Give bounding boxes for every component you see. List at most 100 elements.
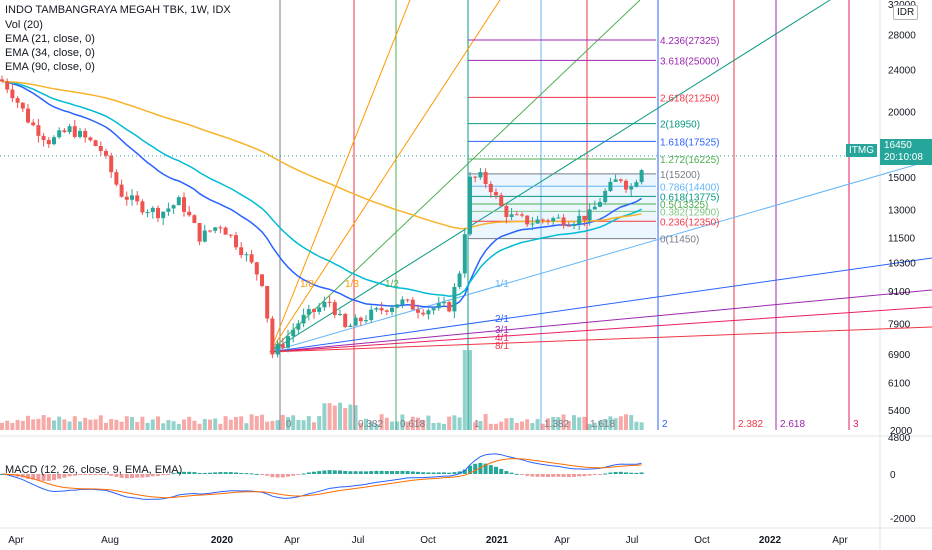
volume-bar bbox=[192, 420, 197, 430]
candle-body bbox=[556, 217, 561, 219]
candle-body bbox=[546, 220, 550, 222]
macd-histogram-bar bbox=[338, 470, 342, 474]
volume-bar bbox=[0, 422, 4, 430]
fan-line bbox=[269, 257, 932, 353]
candle-body bbox=[296, 323, 301, 330]
candle-body bbox=[109, 155, 114, 173]
price-tag: ITMG bbox=[846, 140, 877, 158]
volume-bar bbox=[260, 414, 264, 430]
time-axis[interactable]: Apr Aug 2020 Apr Jul Oct 2021 Apr Jul Oct 2022 Apr bbox=[8, 535, 848, 546]
macd-histogram-bar bbox=[452, 472, 457, 474]
macd-histogram-bar bbox=[421, 472, 426, 474]
volume-bar bbox=[197, 423, 202, 430]
volume-bar bbox=[400, 414, 405, 430]
macd-histogram-bar bbox=[93, 474, 98, 475]
volume-bar bbox=[395, 421, 400, 430]
macd-histogram-bar bbox=[592, 474, 597, 475]
macd-histogram-bar bbox=[598, 474, 602, 475]
candle-body bbox=[639, 170, 644, 183]
volume-bar bbox=[494, 423, 498, 430]
candle-body bbox=[618, 179, 623, 181]
macd-histogram-bar bbox=[405, 470, 410, 474]
macd-histogram-bar bbox=[208, 472, 212, 474]
x-tick-label: Apr bbox=[8, 535, 24, 546]
fan-label: 2/1 bbox=[495, 314, 509, 325]
volume-bar bbox=[239, 416, 244, 430]
indicator-vol[interactable]: Vol (20) bbox=[5, 19, 43, 31]
fib-level-label: 1.618(17525) bbox=[660, 137, 720, 148]
macd-histogram-bar bbox=[72, 474, 77, 476]
volume-bar bbox=[384, 417, 389, 430]
volume-bar bbox=[244, 423, 249, 430]
macd-histogram-bar bbox=[582, 474, 587, 477]
candle-body bbox=[369, 309, 374, 321]
fib-retracement bbox=[468, 39, 656, 240]
candle-body bbox=[457, 273, 462, 287]
volume-bar bbox=[468, 350, 472, 430]
volume-bar bbox=[119, 421, 124, 430]
fib-level-label: 0.5(13325) bbox=[660, 200, 708, 211]
volume-bar bbox=[572, 415, 576, 430]
fib-level-label: 0.618(13775) bbox=[660, 192, 720, 203]
candle-body bbox=[551, 218, 556, 222]
volume-bar bbox=[322, 403, 327, 430]
candle-body bbox=[67, 126, 72, 133]
macd-histogram-bar bbox=[234, 472, 238, 474]
fib-level-label: 2(18950) bbox=[660, 120, 700, 131]
volume-bar bbox=[488, 423, 493, 430]
macd-histogram-bar bbox=[67, 474, 72, 477]
macd-histogram-bar bbox=[416, 471, 420, 474]
volume-bar bbox=[88, 419, 93, 430]
candle-body bbox=[629, 186, 634, 190]
ema-lines bbox=[1, 80, 642, 308]
macd-histogram-bar bbox=[161, 474, 166, 476]
y-tick-label: 9100 bbox=[888, 287, 911, 298]
candle-body bbox=[592, 206, 597, 210]
macd-histogram-bar bbox=[410, 471, 415, 474]
indicator-ema-34[interactable]: EMA (34, close, 0) bbox=[5, 47, 95, 59]
volume-bar bbox=[566, 420, 571, 430]
macd-signal-line bbox=[1, 458, 642, 499]
volume-bar bbox=[592, 422, 597, 430]
candle-body bbox=[52, 137, 56, 145]
candle-body bbox=[260, 274, 264, 286]
currency-badge[interactable]: IDR bbox=[893, 5, 919, 20]
x-tick-label: Aug bbox=[101, 535, 119, 546]
macd-histogram-bar bbox=[291, 474, 296, 476]
macd-histogram-bar bbox=[374, 470, 379, 474]
volume-bar bbox=[93, 419, 98, 430]
candle-body bbox=[145, 212, 150, 214]
macd-histogram-bar bbox=[442, 472, 446, 474]
macd-histogram-bar bbox=[634, 472, 639, 474]
candle-body bbox=[202, 230, 207, 242]
macd-histogram-bar bbox=[457, 471, 462, 474]
candle-body bbox=[83, 130, 88, 138]
indicator-ema-90[interactable]: EMA (90, close, 0) bbox=[5, 61, 95, 73]
price-axis[interactable]: 3200028000240002000017000150001300011500… bbox=[888, 0, 916, 525]
ema-90-line bbox=[1, 80, 642, 230]
macd-title[interactable]: MACD (12, 26, close, 9, EMA, EMA) bbox=[5, 464, 183, 476]
macd-histogram-bar bbox=[572, 474, 576, 477]
volume-bar bbox=[457, 417, 462, 430]
macd-histogram-bar bbox=[514, 473, 519, 475]
candle-body bbox=[291, 329, 296, 337]
volume-bar bbox=[78, 421, 82, 430]
volume-bar bbox=[135, 421, 140, 430]
volume-bar bbox=[327, 403, 332, 430]
macd-histogram-bar bbox=[520, 474, 524, 475]
candle-body bbox=[98, 145, 103, 151]
volume-bar bbox=[629, 415, 634, 430]
volume-bar bbox=[561, 414, 566, 430]
candle-body bbox=[140, 201, 145, 213]
macd-histogram-bar bbox=[556, 474, 561, 477]
y-tick-label: 6100 bbox=[888, 378, 911, 389]
indicator-ema-21[interactable]: EMA (21, close, 0) bbox=[5, 33, 95, 45]
macd-histogram-bar bbox=[327, 470, 332, 474]
macd-histogram-bar bbox=[577, 474, 582, 477]
candle-body bbox=[436, 303, 441, 309]
candle-body bbox=[218, 227, 223, 229]
candle-body bbox=[613, 179, 618, 182]
candle-body bbox=[166, 208, 171, 212]
volume-bar bbox=[639, 422, 644, 430]
